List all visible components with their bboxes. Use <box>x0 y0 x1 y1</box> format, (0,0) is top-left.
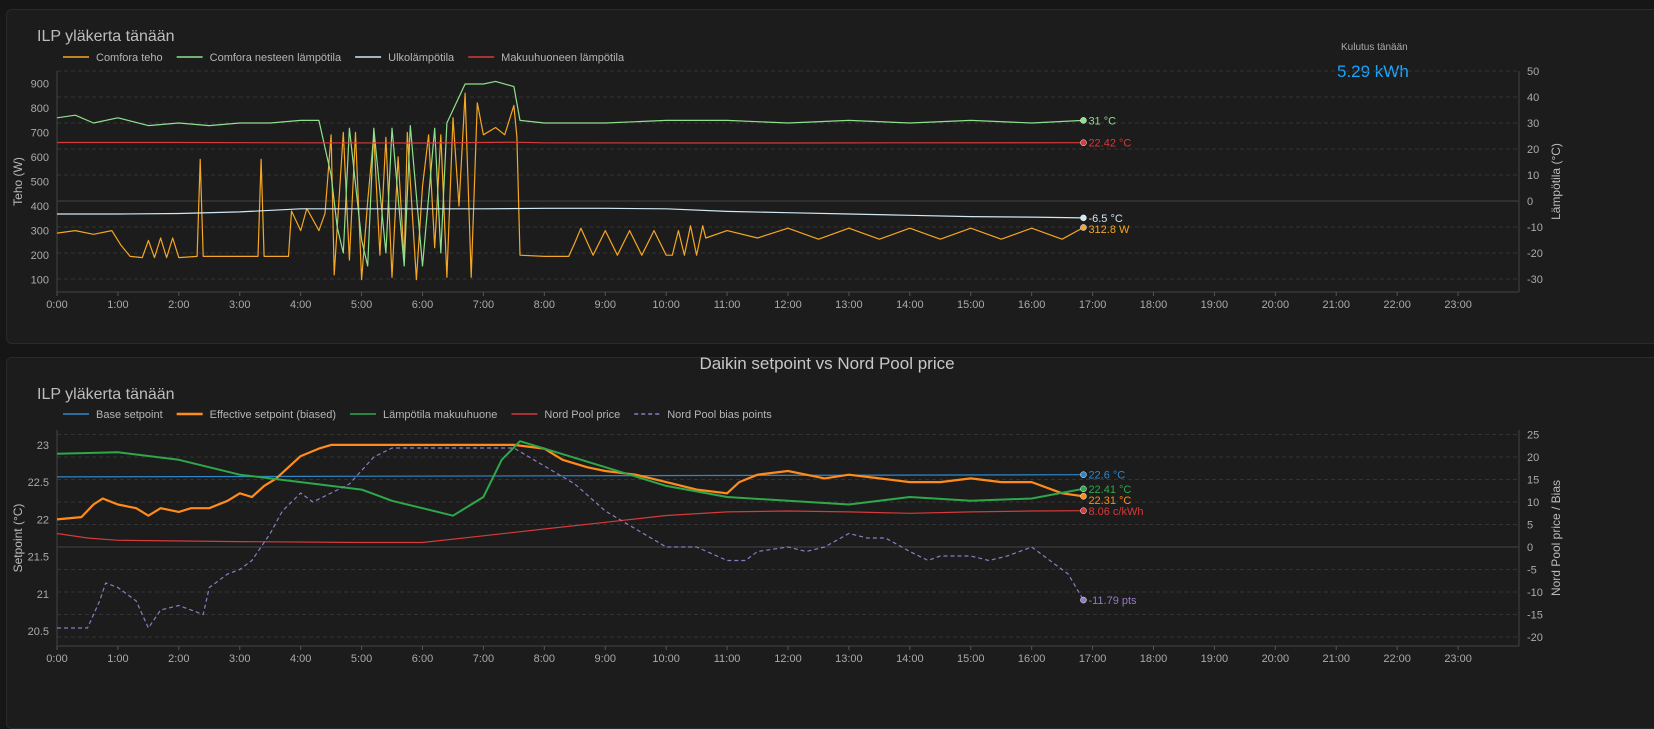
kpi-value: 5.29 kWh <box>1337 62 1409 81</box>
chart-main-title: Daikin setpoint vs Nord Pool price <box>699 354 955 373</box>
card-title-power: ILP yläkerta tänään <box>37 28 175 45</box>
card-title-setpoint: ILP yläkerta tänään <box>37 386 175 403</box>
chart-card-setpoint <box>6 357 1654 729</box>
kpi-label: Kulutus tänään <box>1341 42 1408 53</box>
chart-card-power <box>6 9 1654 344</box>
